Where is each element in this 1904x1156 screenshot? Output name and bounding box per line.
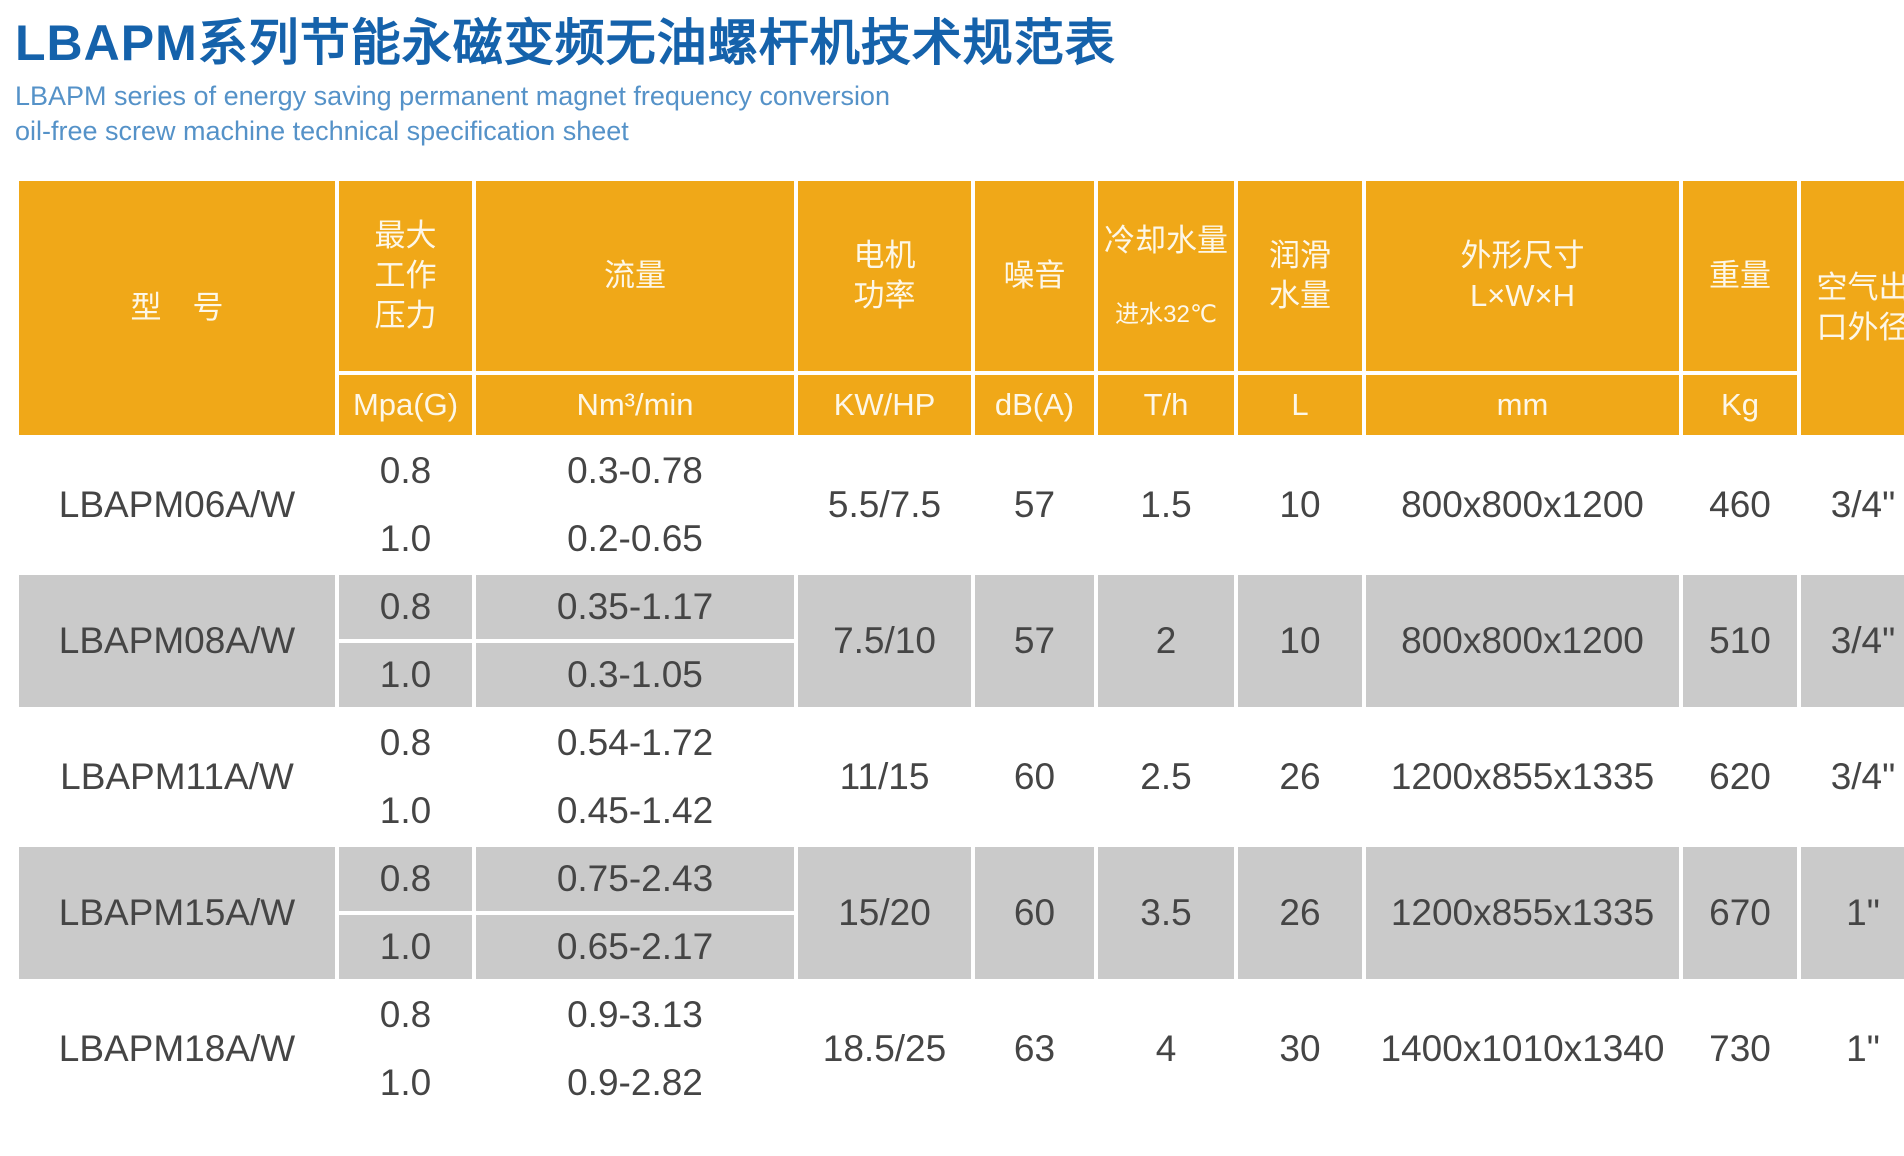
table-row: 1.0 0.65-2.17 [19, 914, 1904, 979]
table-row: LBAPM18A/W 0.8 0.9-3.13 18.5/25 63 4 30 … [19, 982, 1904, 1115]
unit-cooling: T/h [1098, 374, 1234, 435]
header-dimensions: 外形尺寸 L×W×H [1366, 181, 1679, 371]
flow-cell: 0.65-2.17 [476, 914, 794, 979]
power-cell: 11/15 [798, 710, 971, 843]
unit-noise: dB(A) [975, 374, 1094, 435]
pressure-cell: 1.0 [339, 642, 472, 707]
page-subtitle: LBAPM series of energy saving permanent … [15, 79, 1890, 149]
flow-cell: 0.75-2.43 [476, 846, 794, 911]
weight-cell: 730 [1683, 982, 1797, 1115]
spec-table: 型 号 最大 工作 压力 流量 电机 功率 噪音 冷却水量 进水32℃ 润滑 水… [15, 177, 1904, 1118]
table-row: 1.0 0.3-1.05 [19, 642, 1904, 707]
flow-cell: 0.3-0.78 [476, 438, 794, 503]
pressure-cell: 0.8 [339, 710, 472, 775]
table-row: LBAPM15A/W 0.8 0.75-2.43 15/20 60 3.5 26… [19, 846, 1904, 979]
page: LBAPM系列节能永磁变频无油螺杆机技术规范表 LBAPM series of … [15, 15, 1904, 1118]
pressure-cell: 1.0 [339, 778, 472, 843]
page-title: LBAPM系列节能永磁变频无油螺杆机技术规范表 [15, 15, 1116, 71]
lube-cell: 26 [1238, 846, 1362, 979]
pressure-cell: 1.0 [339, 1050, 472, 1115]
unit-pressure: Mpa(G) [339, 374, 472, 435]
model-cell: LBAPM11A/W [19, 710, 335, 843]
pressure-cell: 0.8 [339, 846, 472, 911]
weight-cell: 620 [1683, 710, 1797, 843]
pressure-cell: 0.8 [339, 438, 472, 503]
lube-cell: 30 [1238, 982, 1362, 1115]
noise-cell: 60 [975, 846, 1094, 979]
flow-cell: 0.45-1.42 [476, 778, 794, 843]
pressure-cell: 0.8 [339, 982, 472, 1047]
table-row: LBAPM06A/W 0.8 0.3-0.78 5.5/7.5 57 1.5 1… [19, 438, 1904, 571]
power-cell: 18.5/25 [798, 982, 971, 1115]
header-air-outlet: 空气出 口外径 [1801, 181, 1904, 435]
outlet-cell: 3/4" [1801, 574, 1904, 707]
lube-cell: 10 [1238, 574, 1362, 707]
lube-cell: 10 [1238, 438, 1362, 571]
header-lube-water: 润滑 水量 [1238, 181, 1362, 371]
unit-lube: L [1238, 374, 1362, 435]
header-motor-power: 电机 功率 [798, 181, 971, 371]
model-cell: LBAPM15A/W [19, 846, 335, 979]
unit-power: KW/HP [798, 374, 971, 435]
cooling-cell: 2.5 [1098, 710, 1234, 843]
table-row: 1.0 0.2-0.65 [19, 506, 1904, 571]
table-row: LBAPM08A/W 0.8 0.35-1.17 7.5/10 57 2 10 … [19, 574, 1904, 707]
unit-flow: Nm³/min [476, 374, 794, 435]
header-max-pressure: 最大 工作 压力 [339, 181, 472, 371]
header-cooling-line1: 冷却水量 [1104, 222, 1228, 258]
flow-cell: 0.35-1.17 [476, 574, 794, 639]
power-cell: 15/20 [798, 846, 971, 979]
cooling-cell: 2 [1098, 574, 1234, 707]
pressure-cell: 1.0 [339, 506, 472, 571]
model-cell: LBAPM18A/W [19, 982, 335, 1115]
flow-cell: 0.9-2.82 [476, 1050, 794, 1115]
dims-cell: 1200x855x1335 [1366, 710, 1679, 843]
noise-cell: 57 [975, 574, 1094, 707]
table-row: 1.0 0.45-1.42 [19, 778, 1904, 843]
subtitle-line-2: oil-free screw machine technical specifi… [15, 116, 629, 147]
table-row: 1.0 0.9-2.82 [19, 1050, 1904, 1115]
header-cooling-line2: 进水32℃ [1115, 301, 1217, 329]
dims-cell: 800x800x1200 [1366, 438, 1679, 571]
dims-cell: 1200x855x1335 [1366, 846, 1679, 979]
header-flow: 流量 [476, 181, 794, 371]
outlet-cell: 3/4" [1801, 710, 1904, 843]
subtitle-line-1: LBAPM series of energy saving permanent … [15, 81, 890, 111]
flow-cell: 0.2-0.65 [476, 506, 794, 571]
noise-cell: 63 [975, 982, 1094, 1115]
outlet-cell: 3/4" [1801, 438, 1904, 571]
weight-cell: 670 [1683, 846, 1797, 979]
outlet-cell: 1" [1801, 982, 1904, 1115]
flow-cell: 0.3-1.05 [476, 642, 794, 707]
header-weight: 重量 [1683, 181, 1797, 371]
weight-cell: 460 [1683, 438, 1797, 571]
unit-dims: mm [1366, 374, 1679, 435]
noise-cell: 57 [975, 438, 1094, 571]
pressure-cell: 1.0 [339, 914, 472, 979]
table-row: LBAPM11A/W 0.8 0.54-1.72 11/15 60 2.5 26… [19, 710, 1904, 843]
flow-cell: 0.9-3.13 [476, 982, 794, 1047]
model-cell: LBAPM08A/W [19, 574, 335, 707]
pressure-cell: 0.8 [339, 574, 472, 639]
dims-cell: 800x800x1200 [1366, 574, 1679, 707]
weight-cell: 510 [1683, 574, 1797, 707]
noise-cell: 60 [975, 710, 1094, 843]
power-cell: 7.5/10 [798, 574, 971, 707]
header-noise: 噪音 [975, 181, 1094, 371]
cooling-cell: 4 [1098, 982, 1234, 1115]
outlet-cell: 1" [1801, 846, 1904, 979]
unit-weight: Kg [1683, 374, 1797, 435]
flow-cell: 0.54-1.72 [476, 710, 794, 775]
model-cell: LBAPM06A/W [19, 438, 335, 571]
header-model: 型 号 [19, 181, 335, 435]
cooling-cell: 1.5 [1098, 438, 1234, 571]
header-cooling-water: 冷却水量 进水32℃ [1098, 181, 1234, 371]
cooling-cell: 3.5 [1098, 846, 1234, 979]
lube-cell: 26 [1238, 710, 1362, 843]
dims-cell: 1400x1010x1340 [1366, 982, 1679, 1115]
power-cell: 5.5/7.5 [798, 438, 971, 571]
